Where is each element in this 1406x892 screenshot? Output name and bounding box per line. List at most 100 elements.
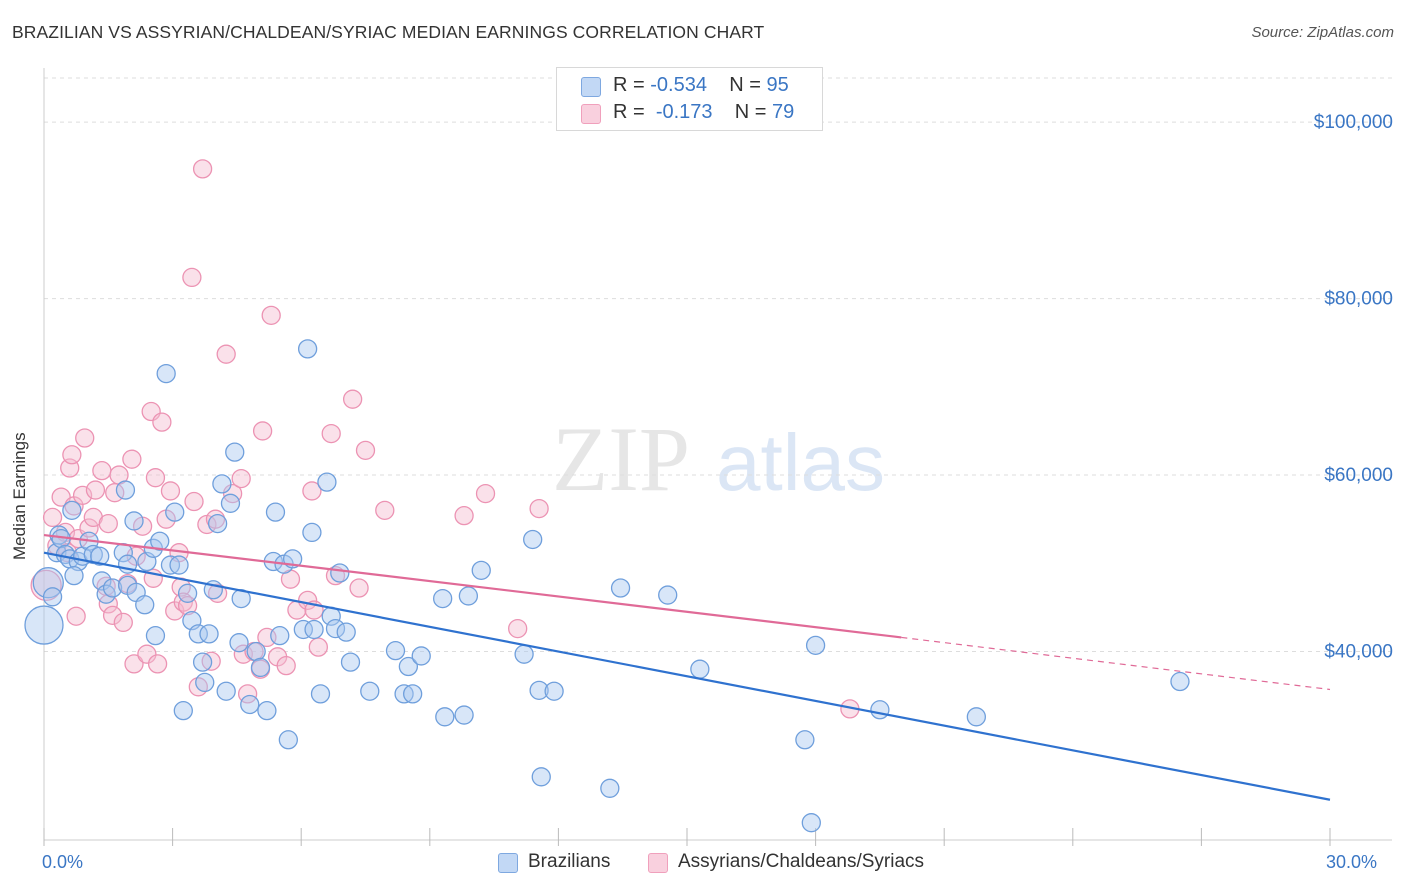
- data-point-brazilians: [523, 529, 543, 550]
- data-point-brazilians: [124, 511, 144, 531]
- data-point-brazilians: [325, 618, 346, 639]
- data-point-brazilians: [304, 619, 324, 640]
- data-point-assyrians: [42, 507, 63, 528]
- data-point-assyrians: [355, 440, 376, 461]
- data-point-assyrians: [79, 518, 99, 538]
- data-point-assyrians: [454, 505, 474, 526]
- data-point-assyrians: [152, 412, 172, 432]
- data-point-assyrians: [113, 612, 133, 633]
- data-point-brazilians: [169, 555, 189, 575]
- y-tick-label: $60,000: [1324, 465, 1393, 486]
- data-point-brazilians: [270, 625, 290, 646]
- data-point-brazilians: [278, 730, 298, 750]
- data-point-assyrians: [216, 344, 236, 364]
- data-point-brazilians: [310, 684, 331, 704]
- data-point-brazilians: [658, 585, 678, 605]
- data-point-brazilians: [83, 544, 103, 565]
- data-point-brazilians: [385, 640, 406, 661]
- data-point-brazilians: [265, 502, 286, 522]
- data-point-brazilians: [690, 659, 710, 679]
- legend-label-brazilians: Brazilians: [528, 851, 611, 872]
- data-point-brazilians: [435, 707, 455, 727]
- data-point-brazilians: [257, 700, 277, 721]
- trend-line-assyrians: [43, 533, 902, 639]
- legend-r-value: -0.534: [650, 74, 707, 96]
- data-point-brazilians: [220, 493, 241, 513]
- axes: [43, 68, 1392, 846]
- data-point-brazilians: [188, 624, 208, 644]
- data-point-assyrians: [302, 481, 322, 501]
- data-point-brazilians: [795, 730, 815, 750]
- data-point-brazilians: [360, 681, 380, 701]
- y-tick-label: $80,000: [1324, 289, 1393, 310]
- data-point-assyrians: [321, 423, 341, 444]
- x-tick-label-min: 0.0%: [42, 852, 84, 872]
- data-point-assyrians: [92, 460, 112, 481]
- data-point-brazilians: [610, 578, 631, 598]
- data-point-brazilians: [801, 813, 821, 833]
- data-point-brazilians: [471, 560, 491, 581]
- data-point-brazilians: [514, 644, 534, 664]
- data-point-assyrians: [184, 491, 204, 512]
- data-point-brazilians: [156, 363, 176, 384]
- data-point-brazilians: [297, 339, 318, 359]
- data-point-brazilians: [229, 633, 249, 653]
- data-point-brazilians: [199, 624, 219, 644]
- data-point-brazilians: [531, 767, 551, 787]
- data-point-brazilians: [246, 641, 266, 662]
- watermark: ZIP atlas: [552, 408, 885, 510]
- legend-n-value: 95: [766, 74, 789, 96]
- data-point-brazilians: [42, 587, 63, 607]
- data-point-assyrians: [375, 500, 395, 521]
- legend-r-label: R =: [613, 74, 651, 96]
- data-point-assyrians: [231, 468, 251, 489]
- data-point-brazilians: [192, 652, 213, 672]
- data-point-brazilians: [870, 700, 890, 720]
- legend-n-label: N =: [729, 74, 767, 96]
- watermark-atlas: atlas: [716, 418, 885, 507]
- data-point-brazilians: [411, 646, 431, 666]
- data-point-assyrians: [192, 159, 213, 179]
- data-point-brazilians: [458, 586, 479, 606]
- data-point-assyrians: [66, 606, 86, 626]
- data-point-assyrians: [145, 468, 166, 488]
- legend-n-label: N =: [734, 101, 773, 123]
- series-assyrians-points: [30, 159, 860, 719]
- data-point-assyrians: [349, 578, 369, 598]
- data-point-brazilians: [32, 567, 64, 599]
- data-point-brazilians: [966, 707, 986, 727]
- data-point-brazilians: [250, 657, 271, 678]
- data-point-brazilians: [212, 474, 232, 494]
- legend-swatch-pink: [581, 104, 601, 124]
- data-point-brazilians: [62, 500, 82, 521]
- data-point-brazilians: [336, 622, 356, 642]
- trend-line-assyrians-extension: [901, 636, 1331, 691]
- series-legend: Brazilians Assyrians/Chaldeans/Syriacs: [0, 851, 1406, 879]
- data-point-brazilians: [173, 700, 193, 721]
- data-point-brazilians: [529, 680, 549, 701]
- data-point-assyrians: [147, 654, 168, 674]
- data-point-brazilians: [340, 652, 361, 672]
- data-point-assyrians: [182, 267, 202, 288]
- data-point-brazilians: [102, 578, 123, 598]
- data-point-assyrians: [342, 389, 363, 409]
- data-point-assyrians: [160, 481, 181, 501]
- data-point-brazilians: [145, 625, 166, 646]
- data-point-assyrians: [102, 605, 123, 626]
- data-point-brazilians: [805, 635, 826, 656]
- data-point-assyrians: [122, 449, 142, 469]
- data-point-brazilians: [195, 672, 215, 693]
- data-point-brazilians: [216, 681, 236, 701]
- y-tick-label: $40,000: [1324, 642, 1393, 663]
- y-tick-label: $100,000: [1314, 112, 1393, 133]
- data-point-brazilians: [600, 778, 620, 798]
- data-point-brazilians: [302, 522, 322, 543]
- data-point-brazilians: [225, 442, 245, 462]
- data-point-brazilians: [207, 513, 228, 534]
- data-point-brazilians: [240, 694, 260, 715]
- data-point-assyrians: [98, 513, 118, 534]
- data-point-brazilians: [1170, 671, 1190, 692]
- data-point-brazilians: [433, 588, 453, 609]
- data-point-brazilians: [24, 605, 64, 645]
- data-point-assyrians: [124, 654, 144, 674]
